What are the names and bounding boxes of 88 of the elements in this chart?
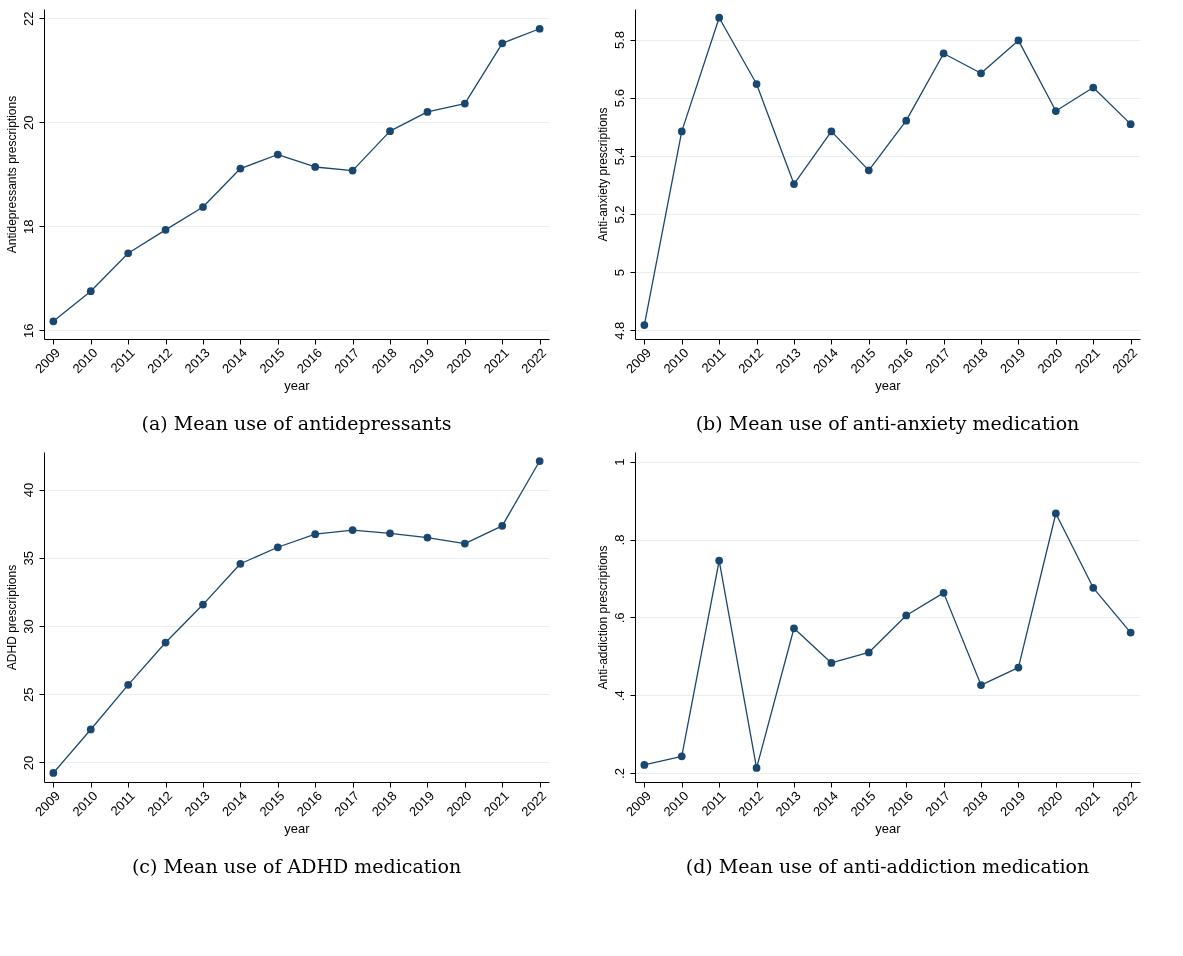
point (236, 164, 245, 173)
y-tick-label: 40 (20, 482, 36, 498)
x-axis-title: year (284, 821, 311, 837)
point (460, 99, 469, 108)
y-tick-label: 5.4 (611, 147, 627, 166)
y-axis-title: Antidepressants prescriptions (4, 95, 19, 254)
point (535, 457, 544, 465)
point (460, 539, 469, 548)
point (677, 752, 686, 761)
y-tick-label: 5.8 (611, 30, 627, 50)
y-axis-title: Anti-addiction prescriptions (595, 545, 610, 690)
point (86, 287, 95, 296)
point (535, 24, 544, 33)
point (752, 764, 761, 772)
text: (b) Mean use of anti-anxiety medication (695, 411, 1080, 434)
point (977, 69, 985, 78)
point (1051, 509, 1060, 518)
y-axis-title: Anti-anxiety prescriptions (595, 107, 610, 242)
point (161, 638, 170, 647)
y-tick-label: 35 (20, 551, 36, 566)
point (827, 127, 836, 136)
y-tick-label: 16 (20, 323, 36, 338)
point (977, 681, 985, 689)
text: (a) Mean use of antidepressants (141, 411, 452, 434)
point (640, 761, 649, 769)
point (498, 39, 507, 48)
point (498, 521, 507, 530)
x-axis-title: year (875, 821, 902, 837)
y-tick-label: .8 (611, 534, 627, 546)
point (311, 530, 320, 539)
point (386, 529, 394, 538)
point (199, 203, 207, 211)
x-axis-title: year (875, 378, 902, 394)
point (790, 180, 798, 188)
point (161, 226, 170, 234)
point (939, 49, 948, 58)
point (124, 249, 133, 258)
y-tick-label: 20 (20, 115, 36, 131)
y-tick-label: 5 (611, 269, 627, 277)
point (273, 543, 282, 552)
point (1051, 107, 1060, 115)
point (1089, 583, 1098, 592)
point (49, 317, 58, 326)
point (1126, 120, 1135, 128)
y-tick-label: .6 (611, 612, 627, 624)
point (640, 321, 649, 329)
y-tick-label: 20 (20, 755, 36, 771)
point (386, 127, 394, 135)
y-tick-label: 18 (20, 219, 36, 234)
point (1089, 83, 1098, 92)
point (864, 166, 873, 175)
point (124, 680, 133, 689)
y-tick-label: 30 (20, 619, 36, 634)
point (423, 108, 432, 116)
point (715, 556, 724, 565)
y-tick-label: 22 (20, 11, 36, 27)
point (1014, 663, 1023, 672)
y-tick-label: 4.8 (611, 321, 627, 340)
point (423, 533, 432, 542)
point (827, 659, 836, 667)
point (311, 163, 320, 171)
y-tick-label: 5.2 (611, 205, 627, 224)
text: (d) Mean use of anti-addiction medication (685, 854, 1090, 877)
point (752, 80, 761, 88)
point (86, 725, 95, 734)
y-tick-label: 25 (20, 687, 36, 702)
point (790, 624, 798, 633)
point (1126, 628, 1135, 637)
x-axis-title: year (284, 378, 311, 394)
y-tick-label: 5.6 (611, 89, 627, 108)
y-axis-title: ADHD prescriptions (4, 564, 19, 671)
point (1014, 36, 1023, 45)
point (199, 600, 207, 609)
point (273, 150, 282, 159)
point (236, 559, 245, 568)
y-tick-label: 1 (611, 458, 627, 466)
point (939, 589, 948, 597)
point (715, 13, 724, 22)
point (902, 116, 911, 125)
y-tick-label: .4 (611, 690, 627, 702)
point (348, 526, 357, 534)
point (49, 769, 58, 777)
point (902, 611, 911, 620)
point (677, 127, 686, 136)
y-tick-label: .2 (611, 768, 627, 779)
point (348, 166, 357, 175)
point (864, 648, 873, 657)
text: (c) Mean use of ADHD medication (131, 854, 462, 877)
